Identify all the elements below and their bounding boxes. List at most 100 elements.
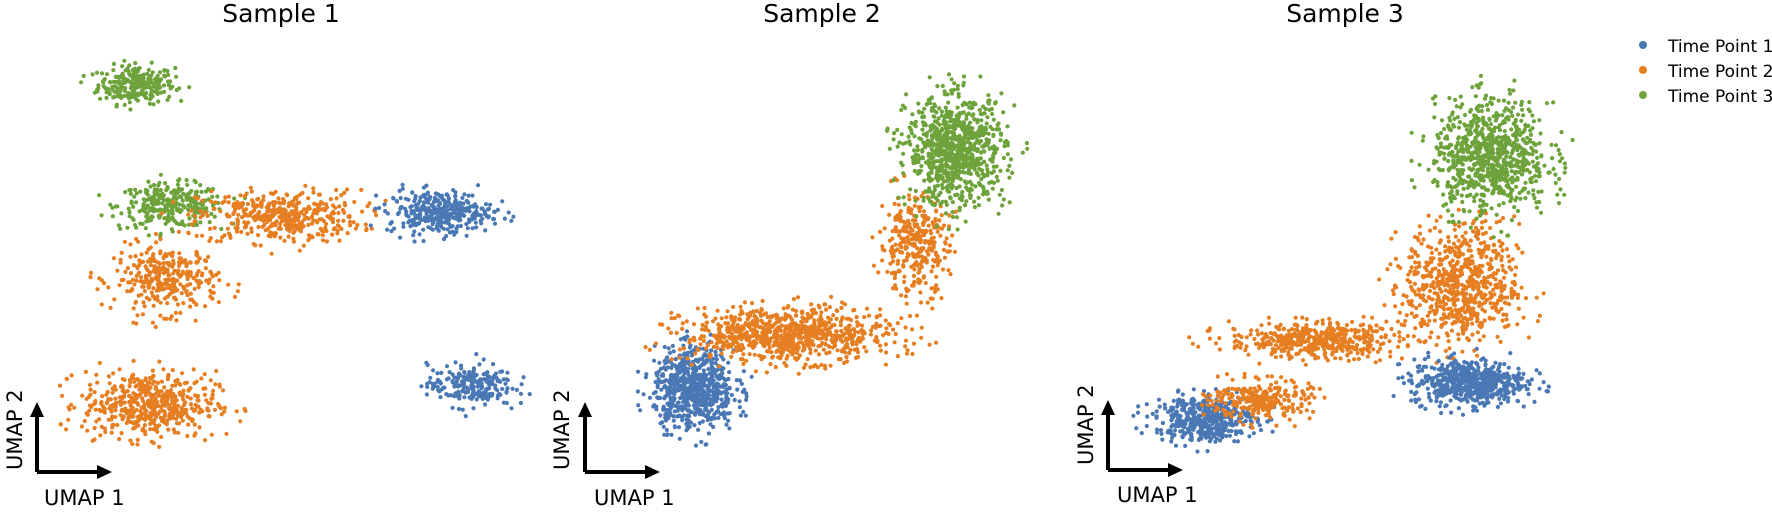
scatter-point bbox=[949, 77, 954, 82]
scatter-point bbox=[932, 203, 937, 208]
scatter-point bbox=[454, 203, 459, 209]
scatter-point bbox=[162, 296, 167, 301]
scatter-point bbox=[80, 393, 85, 398]
scatter-point bbox=[801, 365, 807, 370]
scatter-point bbox=[729, 314, 734, 319]
scatter-point bbox=[99, 213, 104, 218]
scatter-point bbox=[653, 379, 658, 385]
scatter-point bbox=[401, 224, 406, 229]
scatter-point bbox=[683, 406, 688, 411]
scatter-point bbox=[708, 388, 713, 393]
scatter-point bbox=[170, 250, 175, 255]
scatter-point bbox=[180, 371, 185, 376]
scatter-point bbox=[711, 344, 717, 349]
scatter-point bbox=[162, 216, 167, 221]
scatter-point bbox=[118, 257, 123, 262]
scatter-point bbox=[909, 127, 914, 133]
scatter-point bbox=[412, 199, 417, 204]
scatter-point bbox=[910, 112, 915, 117]
scatter-point bbox=[220, 388, 226, 393]
scatter-point bbox=[189, 222, 194, 227]
scatter-point bbox=[826, 344, 831, 349]
scatter-point bbox=[915, 144, 920, 149]
scatter-point bbox=[202, 392, 207, 397]
scatter-point bbox=[684, 417, 689, 422]
scatter-point bbox=[995, 178, 1000, 183]
scatter-point bbox=[79, 424, 84, 429]
scatter-point bbox=[133, 392, 138, 397]
scatter-point bbox=[300, 190, 305, 196]
scatter-point bbox=[477, 381, 482, 386]
scatter-point bbox=[509, 406, 514, 411]
scatter-point bbox=[961, 120, 966, 125]
scatter-point bbox=[705, 343, 711, 348]
scatter-point bbox=[164, 316, 169, 321]
scatter-point bbox=[963, 202, 968, 207]
scatter-point bbox=[118, 384, 124, 389]
scatter-point bbox=[206, 280, 211, 286]
scatter-point bbox=[913, 160, 918, 165]
scatter-point bbox=[131, 372, 136, 377]
scatter-point bbox=[673, 357, 678, 362]
scatter-point bbox=[847, 351, 852, 356]
scatter-point bbox=[122, 239, 127, 244]
scatter-point bbox=[180, 222, 185, 227]
scatter-point bbox=[170, 229, 175, 234]
scatter-point bbox=[64, 376, 69, 381]
scatter-point bbox=[172, 192, 177, 197]
x-axis-label: UMAP 1 bbox=[44, 486, 125, 510]
scatter-point bbox=[235, 200, 240, 205]
scatter-point bbox=[660, 379, 665, 384]
scatter-point bbox=[929, 153, 934, 158]
scatter-point bbox=[919, 325, 924, 330]
scatter-point bbox=[170, 264, 175, 269]
scatter-point bbox=[364, 228, 369, 233]
scatter-point bbox=[657, 360, 662, 365]
scatter-point bbox=[833, 329, 839, 334]
scatter-point bbox=[812, 323, 817, 329]
scatter-point bbox=[809, 302, 814, 307]
scatter-point bbox=[482, 395, 487, 400]
scatter-point bbox=[764, 349, 770, 354]
scatter-point bbox=[348, 223, 353, 228]
scatter-point bbox=[672, 316, 677, 321]
scatter-point bbox=[157, 359, 162, 364]
scatter-point bbox=[141, 202, 146, 207]
scatter-point bbox=[681, 352, 686, 357]
scatter-point bbox=[844, 316, 849, 321]
scatter-point bbox=[904, 289, 910, 294]
scatter-point bbox=[941, 223, 947, 228]
scatter-point bbox=[69, 373, 74, 378]
scatter-point bbox=[700, 395, 705, 400]
scatter-point bbox=[828, 325, 834, 330]
scatter-point bbox=[163, 286, 169, 291]
scatter-point bbox=[176, 403, 181, 408]
scatter-point bbox=[717, 364, 722, 369]
scatter-point bbox=[719, 397, 724, 402]
scatter-point bbox=[783, 341, 789, 347]
scatter-point bbox=[122, 102, 127, 107]
scatter-point bbox=[681, 413, 687, 418]
scatter-point bbox=[212, 206, 217, 211]
scatter-point bbox=[762, 328, 767, 333]
scatter-point bbox=[968, 120, 973, 125]
scatter-point bbox=[681, 374, 686, 379]
scatter-point bbox=[130, 287, 135, 292]
scatter-point bbox=[146, 215, 151, 220]
scatter-point bbox=[976, 195, 981, 200]
scatter-point bbox=[891, 178, 896, 183]
scatter-point bbox=[228, 233, 233, 238]
scatter-point bbox=[466, 200, 471, 205]
scatter-point bbox=[162, 68, 167, 73]
scatter-point bbox=[180, 269, 185, 274]
scatter-point bbox=[725, 309, 730, 314]
scatter-point bbox=[1001, 155, 1007, 161]
scatter-point bbox=[194, 379, 199, 384]
scatter-point bbox=[177, 390, 182, 395]
scatter-point bbox=[195, 398, 200, 403]
scatter-point bbox=[132, 282, 137, 287]
scatter-point bbox=[397, 210, 402, 215]
scatter-point bbox=[835, 348, 840, 353]
scatter-point bbox=[222, 405, 227, 410]
scatter-point bbox=[150, 70, 155, 75]
